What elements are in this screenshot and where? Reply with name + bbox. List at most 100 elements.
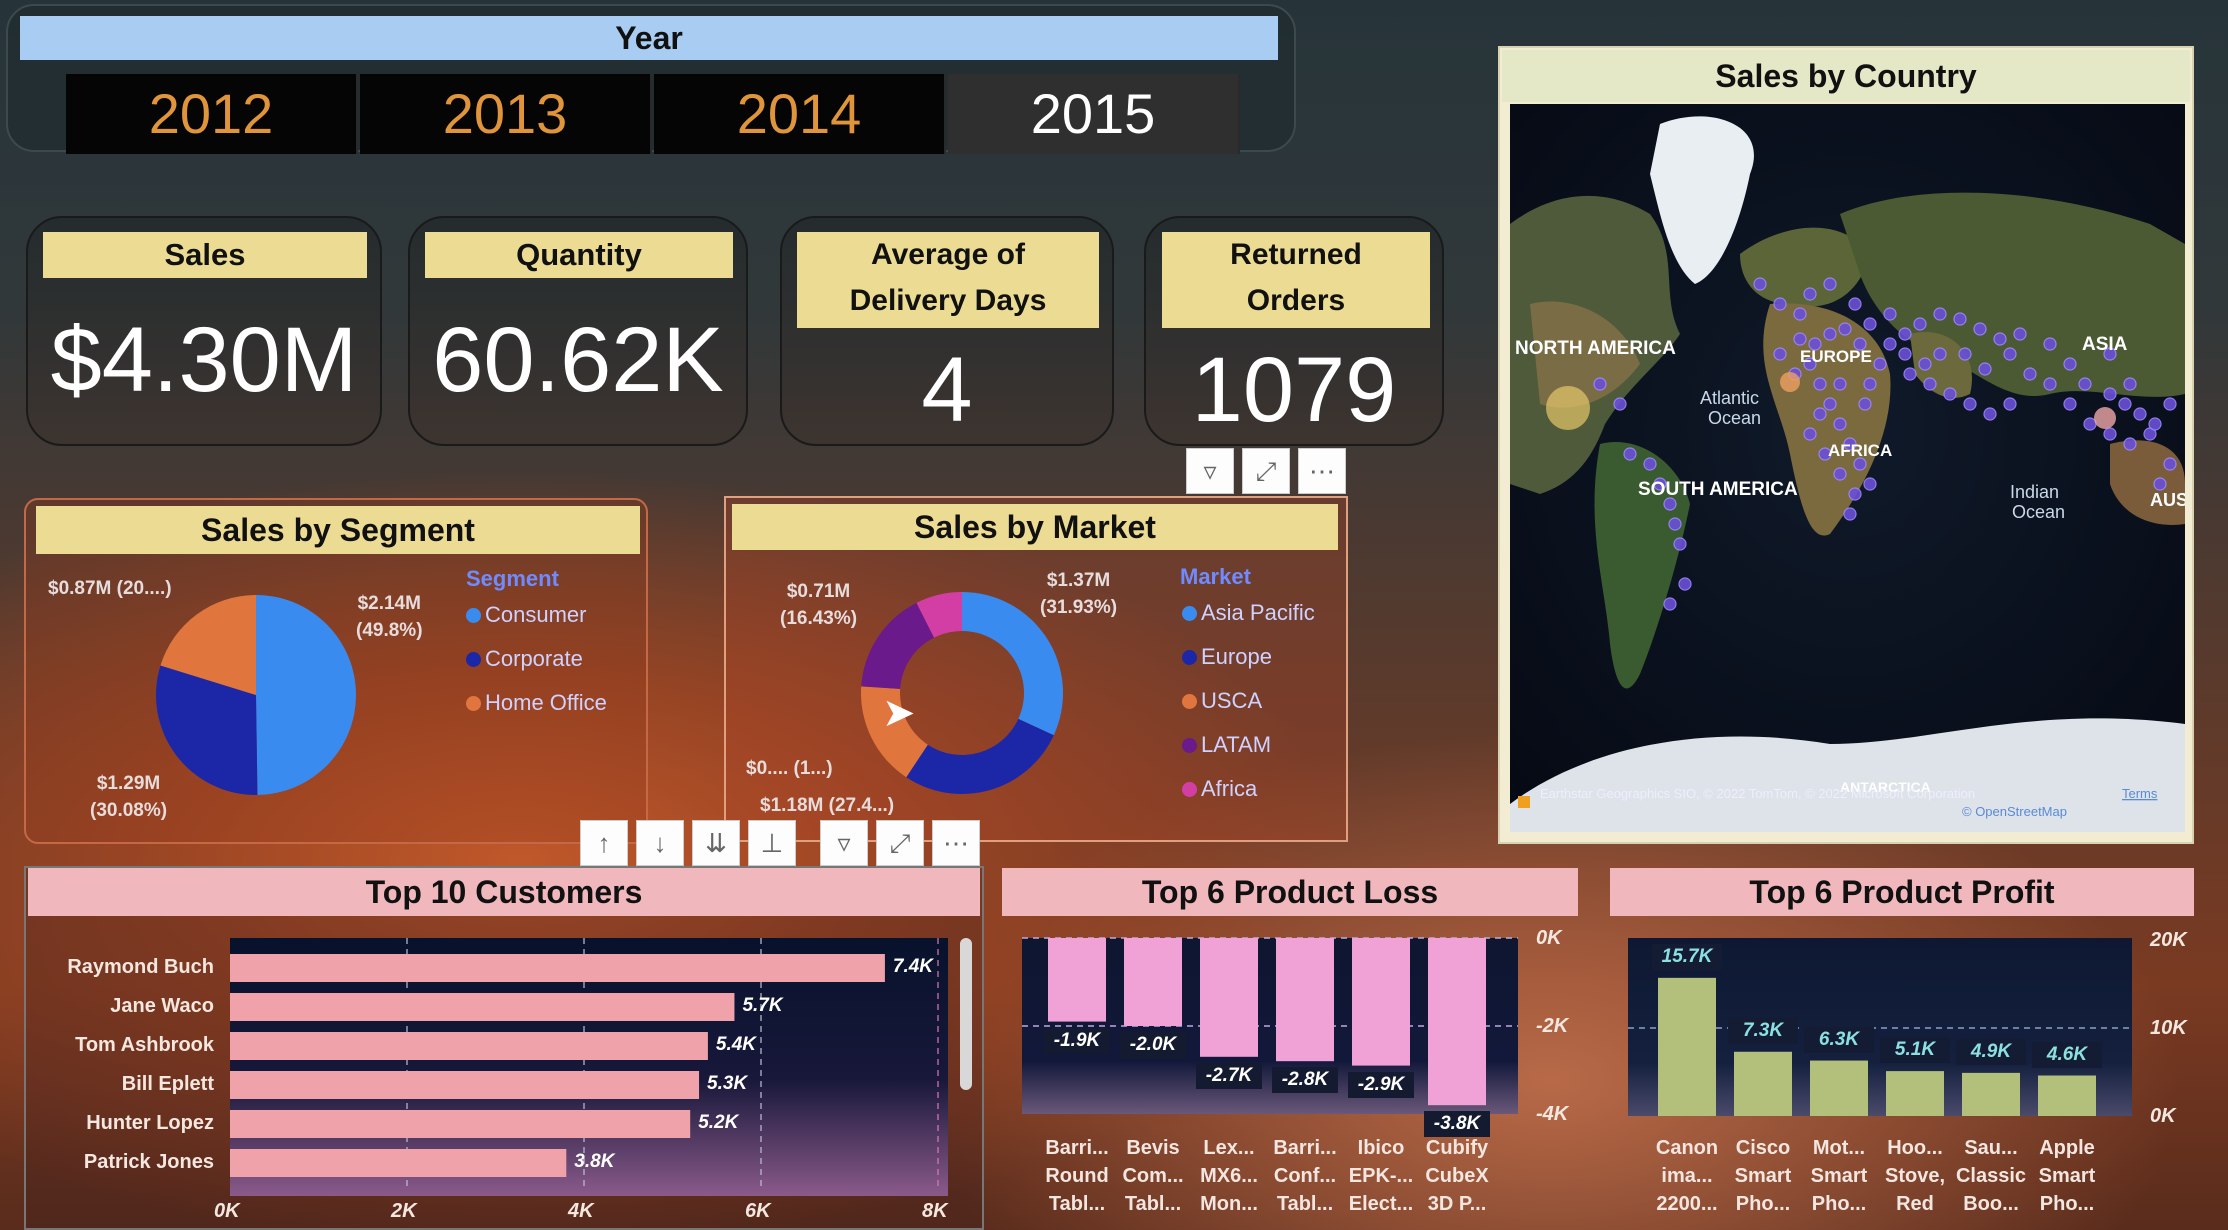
legend-item[interactable]: USCA	[1182, 688, 1262, 714]
country-sales-dot[interactable]	[2153, 477, 2167, 491]
country-sales-dot[interactable]	[1813, 407, 1827, 421]
country-sales-dot[interactable]	[1668, 517, 1682, 531]
profit-bar[interactable]	[1810, 1060, 1868, 1116]
profit-bar[interactable]	[1734, 1051, 1792, 1116]
country-sales-dot[interactable]	[1803, 357, 1817, 371]
country-sales-dot[interactable]	[1973, 322, 1987, 336]
profit-bar[interactable]	[2038, 1075, 2096, 1116]
country-sales-dot[interactable]	[2123, 437, 2137, 451]
country-sales-dot[interactable]	[2063, 397, 2077, 411]
pie-slice-consumer[interactable]	[256, 595, 356, 795]
country-sales-dot[interactable]	[1673, 537, 1687, 551]
country-sales-dot[interactable]	[1833, 377, 1847, 391]
country-sales-dot[interactable]	[1953, 312, 1967, 326]
country-sales-dot[interactable]	[2148, 417, 2162, 431]
country-sales-dot[interactable]	[1833, 467, 1847, 481]
country-sales-dot[interactable]	[1793, 332, 1807, 346]
country-sales-dot[interactable]	[2163, 457, 2177, 471]
country-sales-dot[interactable]	[1853, 457, 1867, 471]
country-sales-dot[interactable]	[2043, 337, 2057, 351]
country-sales-dot[interactable]	[2123, 377, 2137, 391]
profit-bar[interactable]	[1658, 977, 1716, 1116]
donut-slice-latam[interactable]	[861, 602, 935, 689]
donut-slice-asia-pacific[interactable]	[962, 592, 1063, 736]
customer-bar[interactable]	[230, 1110, 691, 1138]
country-sales-dot[interactable]	[1803, 427, 1817, 441]
country-sales-dot[interactable]	[2063, 357, 2077, 371]
profit-bar[interactable]	[1962, 1072, 2020, 1116]
customer-bar[interactable]	[230, 1032, 708, 1060]
more-options-icon[interactable]: ⋯	[1298, 448, 1346, 494]
country-sales-dot[interactable]	[2078, 377, 2092, 391]
country-sales-dot[interactable]	[1863, 477, 1877, 491]
pie-slice-corporate[interactable]	[156, 665, 258, 795]
country-sales-dot[interactable]	[1858, 397, 1872, 411]
country-sales-dot[interactable]	[1873, 357, 1887, 371]
year-button-2013[interactable]: 2013	[360, 74, 652, 154]
country-sales-dot[interactable]	[1823, 397, 1837, 411]
country-sales-dot[interactable]	[2163, 397, 2177, 411]
loss-bar[interactable]	[1124, 938, 1182, 1026]
country-sales-dot[interactable]	[1848, 297, 1862, 311]
donut-slice-africa[interactable]	[916, 592, 962, 638]
pie-slice-home-office[interactable]	[160, 595, 256, 695]
country-sales-dot[interactable]	[1803, 287, 1817, 301]
country-sales-dot[interactable]	[1958, 347, 1972, 361]
loss-bar[interactable]	[1200, 938, 1258, 1057]
country-sales-dot[interactable]	[2043, 377, 2057, 391]
country-sales-dot[interactable]	[2003, 347, 2017, 361]
customer-bar[interactable]	[230, 993, 735, 1021]
country-sales-dot[interactable]	[2133, 407, 2147, 421]
country-sales-dot[interactable]	[1923, 377, 1937, 391]
country-sales-dot[interactable]	[1623, 447, 1637, 461]
country-sales-dot[interactable]	[2003, 397, 2017, 411]
legend-item[interactable]: Home Office	[466, 690, 607, 716]
country-sales-dot[interactable]	[2103, 387, 2117, 401]
customer-bar[interactable]	[230, 1071, 700, 1099]
map-terms-link[interactable]: Terms	[2122, 786, 2158, 801]
country-sales-dot[interactable]	[1918, 357, 1932, 371]
country-sales-dot[interactable]	[1663, 597, 1677, 611]
country-sales-dot[interactable]	[1593, 377, 1607, 391]
country-sales-dot[interactable]	[1843, 437, 1857, 451]
legend-item[interactable]: Africa	[1182, 776, 1257, 802]
country-sales-dot[interactable]	[1823, 277, 1837, 291]
country-sales-dot[interactable]	[1978, 362, 1992, 376]
country-sales-dot[interactable]	[1898, 347, 1912, 361]
country-sales-dot[interactable]	[1678, 577, 1692, 591]
country-sales-dot[interactable]	[1943, 387, 1957, 401]
country-sales-dot[interactable]	[1933, 347, 1947, 361]
donut-slice-usca[interactable]	[861, 686, 928, 778]
country-sales-dot[interactable]	[1833, 417, 1847, 431]
scrollbar-thumb[interactable]	[960, 938, 972, 1090]
country-sales-dot[interactable]	[1963, 397, 1977, 411]
country-sales-dot[interactable]	[1863, 317, 1877, 331]
sort-descending-icon[interactable]: ↓	[636, 820, 684, 866]
map-osm-link[interactable]: © OpenStreetMap	[1962, 804, 2067, 819]
year-button-2015[interactable]: 2015	[948, 74, 1240, 154]
country-sales-dot[interactable]	[2013, 327, 2027, 341]
donut-slice-europe[interactable]	[906, 718, 1054, 794]
country-sales-dot[interactable]	[1898, 327, 1912, 341]
country-sales-dot[interactable]	[1838, 322, 1852, 336]
year-button-2012[interactable]: 2012	[66, 74, 358, 154]
legend-item[interactable]: Asia Pacific	[1182, 600, 1315, 626]
country-sales-dot[interactable]	[1818, 447, 1832, 461]
country-sales-dot[interactable]	[1643, 457, 1657, 471]
country-sales-dot[interactable]	[2118, 397, 2132, 411]
filter-icon[interactable]: ▿	[1186, 448, 1234, 494]
legend-item[interactable]: Corporate	[466, 646, 583, 672]
country-sales-dot[interactable]	[1883, 337, 1897, 351]
country-sales-dot[interactable]	[1853, 337, 1867, 351]
loss-bar[interactable]	[1352, 938, 1410, 1066]
country-sales-dot[interactable]	[1773, 297, 1787, 311]
country-sales-dot[interactable]	[1823, 327, 1837, 341]
country-sales-dot[interactable]	[1613, 397, 1627, 411]
country-sales-dot[interactable]	[1863, 377, 1877, 391]
loss-bar[interactable]	[1428, 938, 1486, 1106]
country-sales-dot[interactable]	[1808, 337, 1822, 351]
country-sales-dot[interactable]	[1903, 367, 1917, 381]
country-sales-dot[interactable]	[2103, 427, 2117, 441]
customer-bar[interactable]	[230, 954, 885, 982]
customer-bar[interactable]	[230, 1149, 567, 1177]
